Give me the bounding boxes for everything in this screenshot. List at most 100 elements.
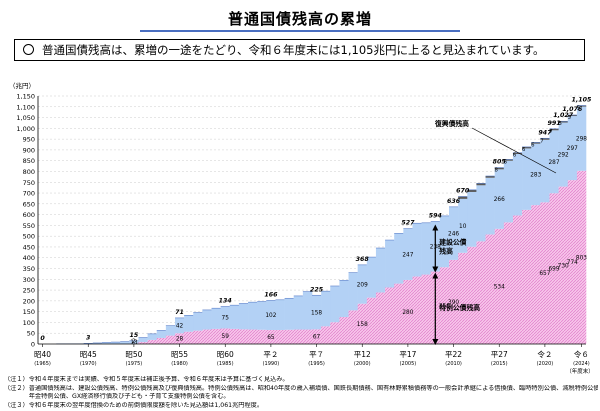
- special-bond-bar: [357, 303, 368, 344]
- special-label: 59: [222, 334, 230, 340]
- construction-bond-bar: [156, 330, 167, 338]
- special-bond-bar: [449, 259, 459, 344]
- construction-label: 266: [494, 197, 505, 203]
- construction-bond-bar: [567, 116, 578, 181]
- reconstruction-bond-bar: [503, 159, 514, 161]
- total-label: 805: [493, 159, 507, 166]
- total-label: 947: [538, 129, 552, 136]
- x-tick-year: (2020): [537, 361, 554, 367]
- construction-label: 13: [130, 340, 138, 346]
- footnote-4: （注３）令和６年度末の翌年度借換のための前倒債限度額を除いた見込額は1,061兆…: [4, 401, 264, 409]
- special-bond-bar: [366, 297, 377, 344]
- special-bond-bar: [549, 193, 559, 344]
- construction-bond-bar: [165, 325, 176, 336]
- construction-bond-bar: [375, 248, 386, 293]
- reconstruction-bond-bar: [485, 176, 495, 178]
- special-label: 280: [402, 310, 413, 316]
- special-bond-bar: [558, 186, 569, 344]
- reconstruction-bond-bar: [567, 114, 578, 117]
- construction-label: 10: [459, 224, 467, 230]
- special-label: 67: [313, 335, 321, 341]
- special-label: 699: [548, 267, 559, 273]
- y-tick-label: 1,100: [16, 103, 35, 111]
- construction-bond-bar: [202, 309, 212, 330]
- total-label: 527: [401, 220, 415, 227]
- y-tick-label: 350: [23, 265, 35, 273]
- y-tick-label: 1,150: [16, 93, 35, 101]
- reconstruction-bond-bar: [494, 167, 505, 170]
- special-label: 390: [448, 300, 459, 306]
- bars: [56, 105, 587, 345]
- debt-chart: 0 3 15711341662253685275946366708059479911…: [9, 81, 594, 375]
- special-bond-bar: [330, 322, 340, 344]
- reconstruction-label: 5: [558, 121, 561, 127]
- x-tick-year: (2000): [354, 361, 371, 367]
- y-tick-label: 950: [23, 136, 35, 144]
- y-tick-label: 900: [23, 146, 35, 154]
- reconstruction-bond-bar: [512, 152, 523, 155]
- construction-bond-bar: [147, 333, 158, 340]
- special-label: 774: [567, 260, 578, 266]
- x-tick-year: (1990): [263, 361, 280, 367]
- construction-bond-bar: [229, 305, 240, 329]
- construction-bond-bar: [458, 198, 468, 253]
- reconstruction-label: 8: [495, 168, 499, 174]
- special-bond-bar: [512, 215, 523, 344]
- total-label: 0: [40, 335, 45, 342]
- x-tick-year: (2015): [491, 361, 508, 367]
- construction-bond-bar: [558, 122, 569, 187]
- construction-bond-bar: [129, 340, 139, 344]
- total-label: 991: [547, 120, 560, 127]
- construction-label: 102: [265, 313, 276, 319]
- construction-annotation-2: 残高: [439, 247, 453, 256]
- special-bond-bar: [312, 329, 322, 344]
- x-axis-unit: （年度末）: [566, 367, 594, 375]
- construction-bond-bar: [485, 177, 495, 235]
- total-label: 368: [356, 256, 370, 263]
- construction-label: 247: [402, 252, 413, 258]
- construction-label: 209: [357, 282, 368, 288]
- reconstruction-bond-bar: [458, 196, 468, 199]
- construction-bond-bar: [449, 206, 459, 260]
- special-bond-bar: [394, 283, 404, 344]
- total-label: 166: [264, 291, 278, 298]
- x-tick-era: 昭50: [125, 350, 142, 359]
- x-tick-era: 昭60: [217, 350, 234, 359]
- construction-annotation-1: 建設公債: [438, 238, 466, 247]
- special-bond-bar: [476, 241, 486, 344]
- special-bond-bar: [220, 328, 231, 344]
- construction-label: 292: [558, 153, 569, 159]
- y-tick-label: 450: [23, 243, 35, 251]
- construction-bond-bar: [366, 257, 377, 298]
- special-bond-bar: [439, 267, 450, 344]
- reconstruction-label: 6: [513, 153, 517, 159]
- special-bond-bar: [175, 333, 185, 344]
- reconstruction-label: 6: [531, 142, 535, 148]
- reconstruction-bond-bar: [558, 121, 569, 123]
- x-tick-era: 令２: [537, 349, 552, 359]
- y-tick-label: 600: [23, 211, 35, 219]
- special-bond-bar: [467, 246, 477, 344]
- x-tick-era: 昭40: [34, 350, 51, 359]
- special-label: 730: [558, 263, 569, 269]
- y-tick-label: 1,050: [16, 114, 35, 122]
- x-tick-era: 平17: [399, 350, 416, 359]
- special-label: 2: [132, 339, 136, 345]
- x-tick-year: (2010): [445, 361, 462, 367]
- y-tick-label: 250: [23, 287, 35, 295]
- y-tick-label: 200: [23, 297, 35, 305]
- reconstruction-label: 6: [504, 159, 508, 165]
- summary-text: 普通国債残高は、累増の一途をたどり、令和６年度末には1,105兆円に上ると見込ま…: [42, 43, 545, 57]
- reconstruction-leader-line: [471, 127, 557, 174]
- construction-bond-bar: [348, 272, 358, 311]
- reconstruction-label: 7: [540, 138, 543, 144]
- construction-bond-bar: [394, 233, 404, 284]
- y-tick-label: 800: [23, 168, 35, 176]
- x-tick-year: (1965): [34, 361, 51, 367]
- special-bond-bar: [421, 274, 432, 344]
- construction-bond-bar: [293, 295, 304, 330]
- special-bond-bar: [229, 328, 240, 344]
- x-tick-year: (1980): [171, 361, 188, 367]
- construction-bond-bar: [138, 337, 148, 343]
